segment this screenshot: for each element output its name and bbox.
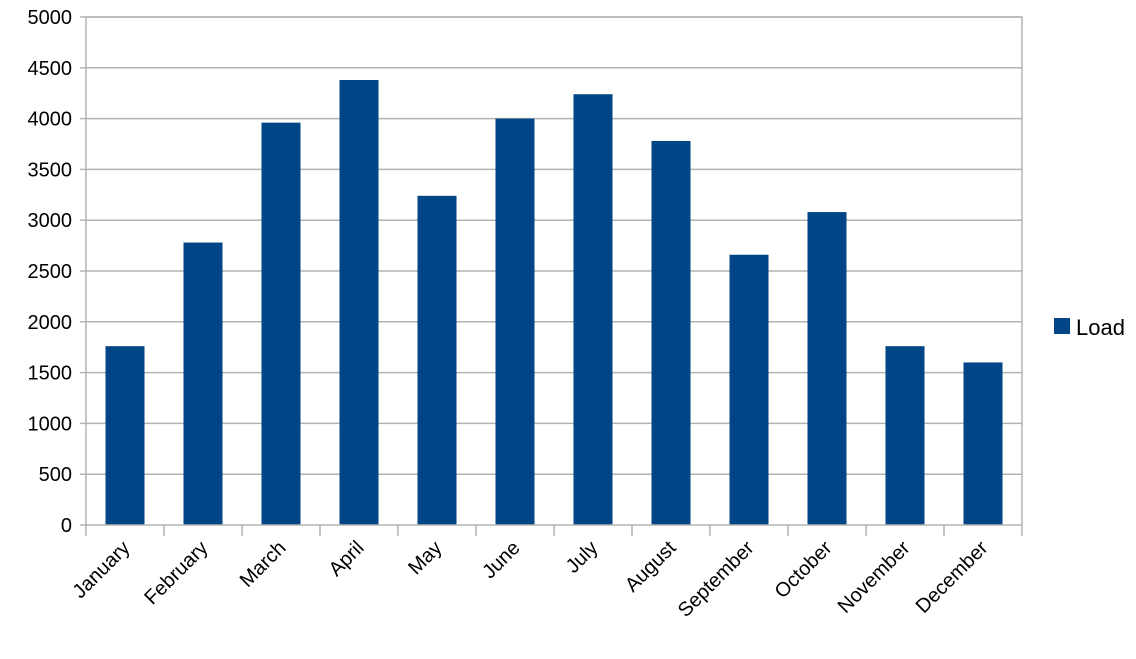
legend: Load bbox=[1054, 315, 1125, 340]
y-tick-label: 0 bbox=[61, 515, 72, 537]
bar-november bbox=[885, 346, 925, 525]
grid-lines bbox=[86, 16, 1022, 475]
y-tick-label: 500 bbox=[39, 464, 72, 486]
bar-may bbox=[417, 195, 457, 526]
x-tick-label: October bbox=[771, 537, 837, 603]
bar-february bbox=[183, 242, 223, 525]
x-tick-label: April bbox=[325, 537, 369, 581]
bar-september bbox=[729, 254, 769, 525]
y-tick-labels: 0 500 1000 1500 2000 2500 3000 3500 4000 4500 5000 bbox=[28, 7, 73, 537]
axes bbox=[80, 16, 1023, 536]
bar-april bbox=[339, 79, 379, 525]
y-tick-label: 4000 bbox=[28, 109, 73, 131]
x-tick-label: July bbox=[562, 537, 603, 578]
legend-label-load: Load bbox=[1076, 315, 1125, 340]
bar-october bbox=[807, 212, 847, 525]
bar-december bbox=[963, 362, 1003, 525]
x-tick-label: January bbox=[69, 537, 135, 603]
bar-march bbox=[261, 122, 301, 525]
bar-july bbox=[573, 94, 613, 525]
bar-june bbox=[495, 118, 535, 525]
x-tick-label: June bbox=[478, 537, 524, 583]
y-tick-label: 4500 bbox=[28, 58, 73, 80]
x-tick-labels: January February March April May June July Augu… bbox=[69, 537, 993, 622]
bar-january bbox=[105, 346, 145, 525]
bar-august bbox=[651, 140, 691, 525]
x-tick-label: December bbox=[912, 537, 993, 618]
y-tick-label: 1500 bbox=[28, 363, 73, 385]
y-tick-label: 5000 bbox=[28, 7, 73, 29]
x-tick-label: May bbox=[404, 537, 446, 579]
x-tick-label: February bbox=[140, 537, 212, 609]
y-tick-label: 1000 bbox=[28, 413, 73, 435]
x-tick-label: November bbox=[834, 537, 915, 618]
x-tick-label: March bbox=[236, 537, 291, 592]
y-tick-label: 3000 bbox=[28, 210, 73, 232]
x-tick-label: August bbox=[621, 537, 681, 597]
bars bbox=[105, 79, 1003, 526]
legend-swatch-load bbox=[1054, 318, 1070, 334]
y-tick-label: 3500 bbox=[28, 159, 73, 181]
x-tick-label: September bbox=[674, 537, 759, 622]
y-tick-label: 2000 bbox=[28, 312, 73, 334]
y-tick-label: 2500 bbox=[28, 261, 73, 283]
